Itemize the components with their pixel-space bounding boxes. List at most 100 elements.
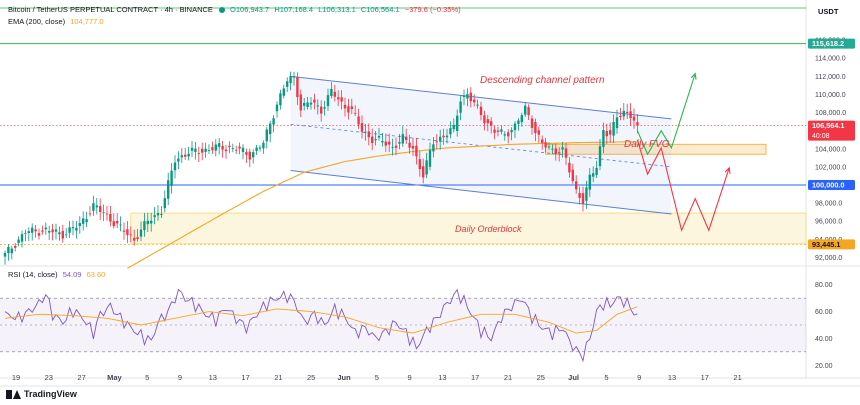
candle-body — [129, 234, 132, 236]
rsi-legend[interactable]: RSI (14, close) 54.09 63.60 — [8, 270, 108, 279]
candle-body — [551, 148, 554, 150]
daily-orderblock-zone — [130, 212, 807, 245]
candle-body — [411, 145, 415, 149]
candle-body — [479, 106, 483, 116]
candle-body — [187, 153, 190, 157]
symbol-legend[interactable]: Bitcoin / TetherUS PERPETUAL CONTRACT · … — [8, 5, 464, 14]
candle-body — [71, 227, 75, 229]
currency-label[interactable]: USDT — [818, 7, 839, 16]
candle-body — [575, 181, 578, 190]
tradingview-logo[interactable]: TradingView — [6, 389, 77, 399]
candle-body — [61, 230, 64, 239]
market-status-icon — [218, 7, 225, 14]
time-axis-label: 25 — [307, 373, 315, 382]
candle-body — [476, 104, 479, 106]
candle-body — [541, 139, 544, 143]
candle-body — [65, 234, 68, 236]
candle-body — [85, 219, 88, 223]
price-axis-label: 102,000.0 — [815, 164, 846, 171]
candle-body — [517, 120, 520, 124]
candle-body — [116, 221, 119, 224]
candle-body — [34, 229, 37, 232]
candle-body — [231, 148, 234, 149]
candle-body — [507, 132, 510, 137]
rsi-ma-line — [4, 306, 638, 334]
candle-body — [109, 213, 112, 222]
candle-body — [445, 135, 449, 138]
candle-body — [58, 232, 61, 235]
channel-lower-line — [290, 170, 672, 215]
candle-body — [37, 233, 41, 236]
candle-body — [333, 91, 336, 97]
candle-body — [48, 231, 51, 233]
candle-body — [279, 93, 282, 106]
time-axis-label: 27 — [77, 373, 85, 382]
candle-body — [452, 124, 455, 130]
candle-body — [585, 187, 588, 201]
price-axis-label: 92,000.0 — [815, 255, 842, 262]
ema-legend[interactable]: EMA (200, close) 104,777.0 — [8, 17, 107, 26]
candle-body — [588, 174, 591, 190]
time-axis-label: 13 — [209, 373, 217, 382]
candle-body — [7, 246, 10, 254]
candle-body — [133, 237, 136, 241]
rsi-axis-label: 40.00 — [815, 336, 833, 343]
candle-body — [401, 134, 404, 144]
candle-body — [160, 213, 163, 216]
candle-body — [381, 141, 384, 143]
candle-body — [592, 173, 595, 177]
candle-body — [126, 229, 129, 236]
candle-body — [595, 167, 598, 175]
candle-body — [207, 150, 211, 152]
candle-body — [398, 142, 401, 144]
rsi-axis-label: 20.00 — [815, 363, 833, 370]
candle-body — [350, 106, 353, 109]
candle-body — [632, 116, 636, 121]
tag-current-price-countdown: 40:08 — [812, 133, 830, 140]
candle-body — [173, 162, 177, 171]
rsi-label: RSI (14, close) — [8, 270, 58, 279]
candle-body — [360, 123, 364, 132]
candle-body — [388, 141, 391, 145]
candle-body — [303, 103, 306, 106]
candle-body — [571, 169, 574, 182]
candle-body — [275, 104, 279, 112]
candle-body — [306, 102, 309, 108]
candle-body — [258, 147, 262, 149]
candle-body — [459, 101, 462, 113]
rsi-value: 54.09 — [62, 270, 82, 279]
candle-body — [241, 147, 245, 152]
tag-current-price: 106,564.1 — [812, 121, 844, 130]
candle-body — [41, 230, 44, 232]
ohlc-high: H107,168.4 — [274, 5, 314, 14]
candle-body — [524, 105, 527, 115]
symbol-title: Bitcoin / TetherUS PERPETUAL CONTRACT · … — [8, 5, 213, 14]
rsi-ma-value: 63.60 — [86, 270, 106, 279]
candle-body — [323, 107, 326, 109]
candle-body — [537, 130, 540, 135]
price-axis-label: 98,000.0 — [815, 201, 842, 208]
candle-body — [204, 148, 207, 152]
candle-body — [54, 229, 58, 232]
price-axis-label: 110,000.0 — [815, 92, 846, 99]
candle-body — [190, 147, 194, 151]
channel-annotation: Descending channel pattern — [480, 75, 605, 86]
candle-body — [238, 146, 241, 149]
candle-body — [282, 88, 285, 96]
candle-body — [564, 148, 568, 158]
bullish-projection-line — [636, 73, 696, 156]
candle-body — [245, 152, 248, 155]
candle-body — [547, 146, 551, 148]
candle-body — [530, 118, 534, 128]
candle-body — [435, 141, 438, 143]
candle-body — [10, 248, 13, 254]
candle-body — [99, 206, 102, 212]
channel-upper-line — [290, 75, 672, 120]
candle-body — [626, 111, 629, 113]
candle-body — [112, 221, 115, 227]
candle-body — [228, 145, 231, 148]
time-axis-label: 9 — [178, 373, 182, 382]
candle-body — [296, 76, 299, 98]
candle-body — [102, 212, 105, 214]
